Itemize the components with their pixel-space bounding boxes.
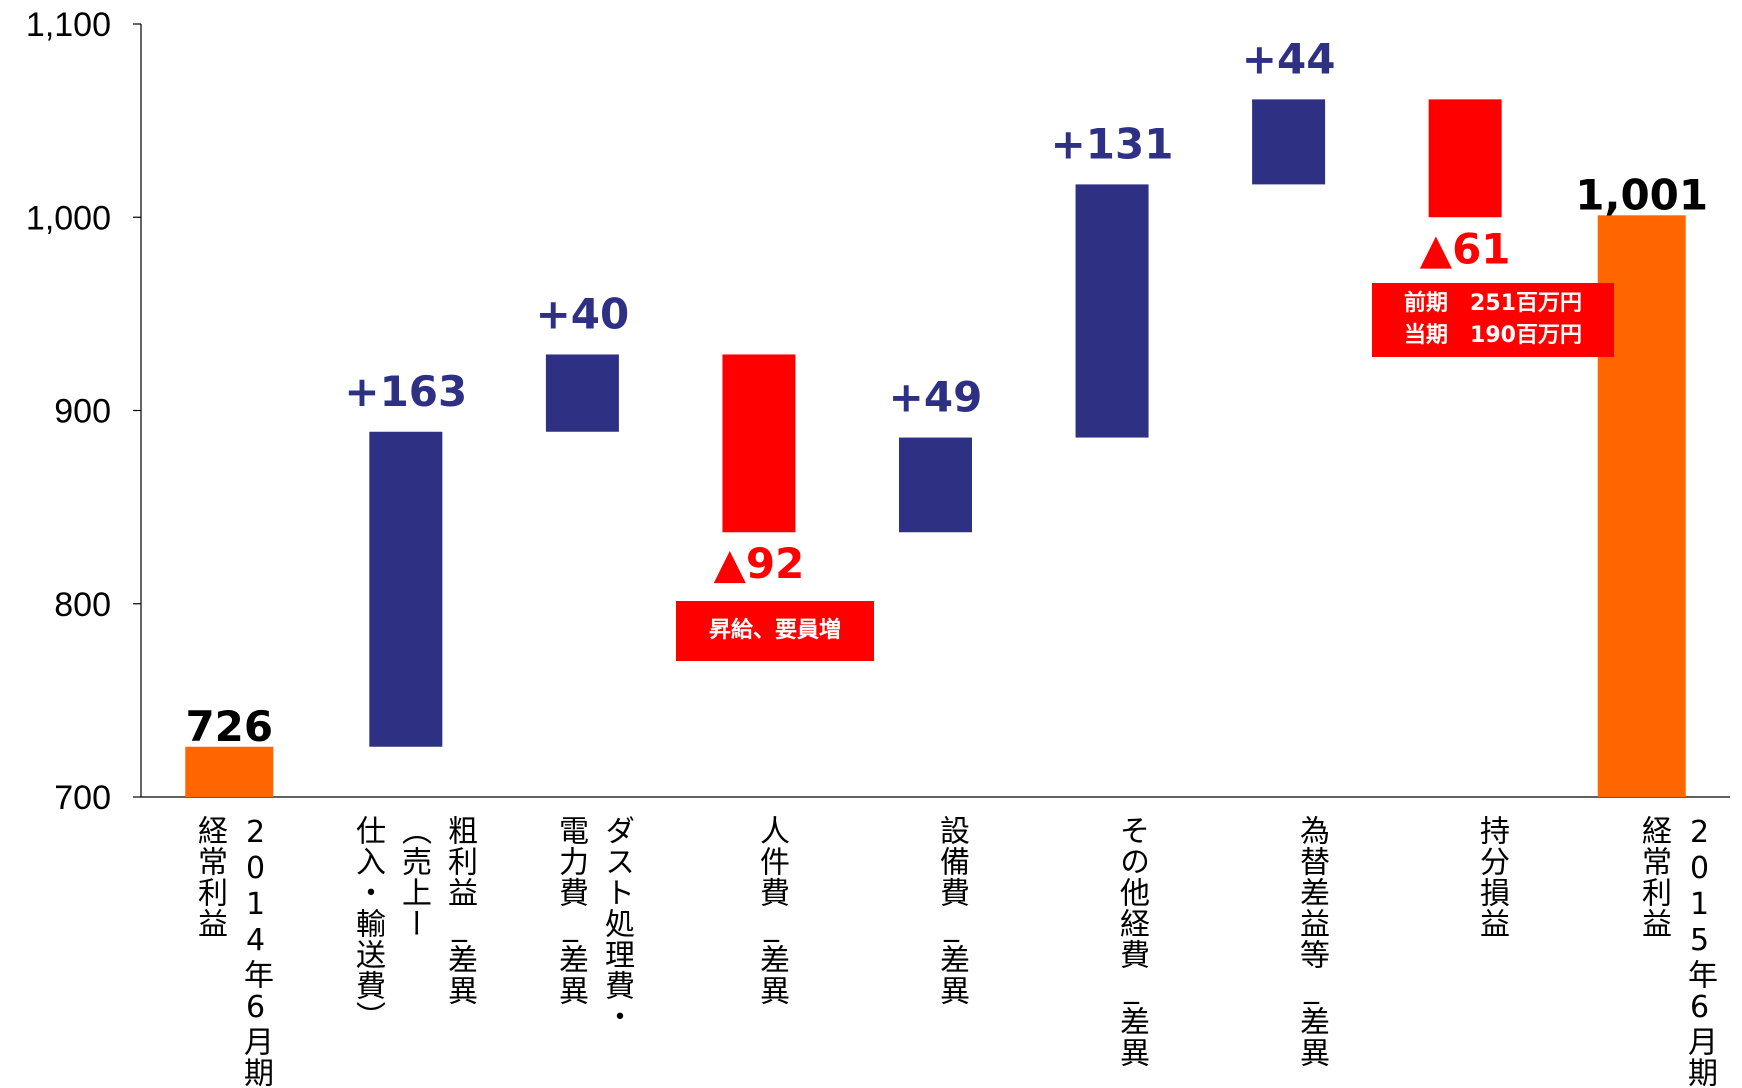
y-tick-label: 800 [54,586,111,624]
data-label-8: 1,001 [1575,170,1708,219]
bar-6 [1252,99,1326,185]
note-mochibun-prev: 前期 251百万円 [1404,291,1582,316]
note-jinkenhi-text: 昇給、要員増 [708,618,841,643]
bar-3 [722,354,796,533]
category-label-6: 為替差益等_差異 [1294,815,1329,1068]
category-label-7: 持分損益 [1474,815,1509,939]
category-label-1: 粗利益_差異 （売上ー 仕入・輸送費） [350,815,477,1032]
y-tick-label: 1,100 [26,6,111,44]
y-tick-label: 1,000 [26,199,111,237]
bar-4 [899,437,972,533]
bar-5 [1075,184,1149,438]
waterfall-chart: 700 800 900 1,000 1,100 726 +163 +40 ▲92 +49 +131… [26,6,1730,817]
data-label-0: 726 [185,702,273,751]
note-jinkenhi: 昇給、要員増 [676,601,874,661]
data-label-5: +131 [1051,119,1174,168]
note-mochibun: 前期 251百万円 当期 190百万円 [1372,283,1614,357]
data-labels: 726 +163 +40 ▲92 +49 +131 +44 ▲61 1,001 [185,34,1708,750]
category-label-5: その他経費_差異 [1114,815,1149,1068]
category-label-3: 人件費_差異 [754,815,789,1006]
bar-2 [545,354,619,432]
bar-0 [185,746,274,797]
data-label-6: +44 [1242,34,1336,83]
data-label-4: +49 [889,373,983,422]
bars [185,99,1686,797]
note-mochibun-curr: 当期 190百万円 [1404,323,1582,348]
data-label-1: +163 [344,367,467,416]
bar-1 [369,431,443,747]
data-label-3: ▲92 [714,539,805,588]
category-label-0: 2014年6月期 経常利益 [192,815,273,1088]
y-tick-label: 700 [54,779,111,817]
bar-7 [1428,99,1502,218]
category-label-8: 2015年6月期 経常利益 [1636,815,1717,1088]
y-tick-label: 900 [54,393,111,431]
category-label-4: 設備費_差異 [934,815,969,1006]
category-label-2: ダスト処理費・ 電力費_差異 [553,815,634,1032]
data-label-2: +40 [536,289,630,338]
data-label-7: ▲61 [1420,224,1511,273]
axes: 700 800 900 1,000 1,100 [26,6,1730,817]
